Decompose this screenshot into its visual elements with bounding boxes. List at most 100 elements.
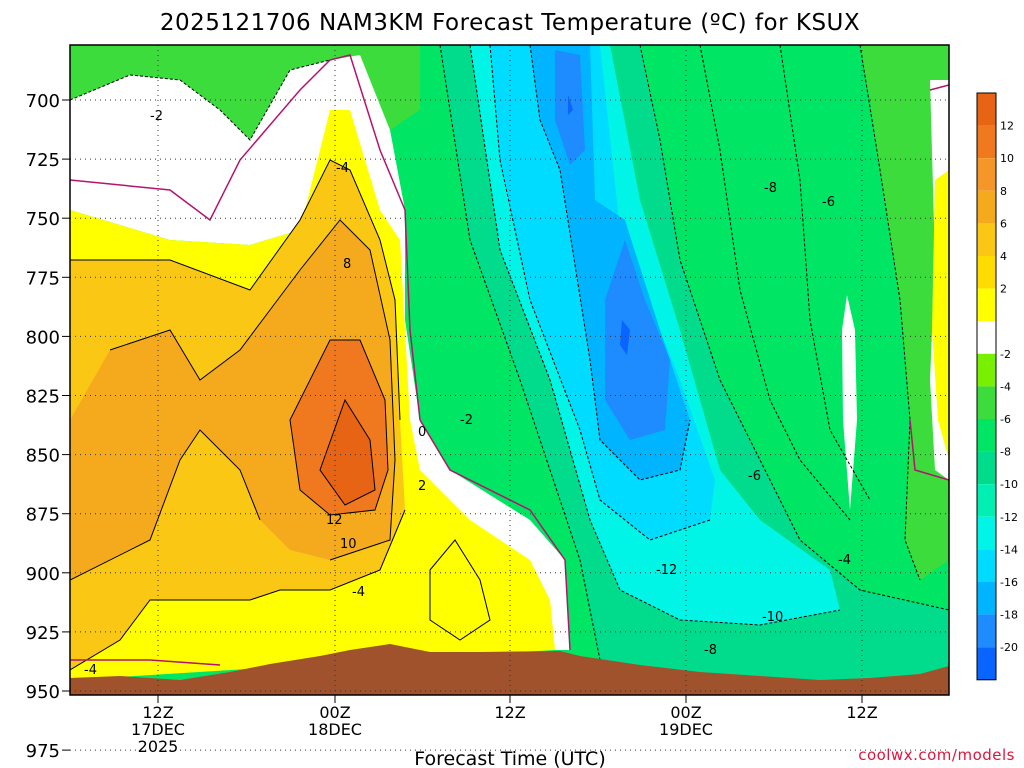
contour-lines [70, 159, 491, 671]
zero-contour [419, 419, 571, 651]
terrain-fill [70, 644, 949, 695]
colorbar-label: 10 [1000, 152, 1014, 165]
x-tick-label: 18DEC [308, 720, 362, 739]
y-tick-label: 975 [26, 741, 60, 762]
gridlines [70, 45, 949, 751]
colorbar-cell [977, 647, 996, 680]
y-tick-label: 825 [26, 387, 60, 408]
colorbar-label: 8 [1000, 185, 1007, 198]
colorbar-cell [977, 223, 996, 256]
contour-line [289, 339, 389, 516]
colorbar-cell [977, 158, 996, 191]
zero-contour [909, 84, 949, 481]
contour-label: -6 [748, 469, 761, 484]
colorbar-cell [977, 484, 996, 517]
contour-label: 8 [343, 257, 351, 272]
colorbar-label: -6 [1000, 413, 1011, 426]
plot-area: -2 -4 8 0 -2 2 12 10 -4 -4 -8 -6 -6 -12 … [70, 45, 949, 695]
contour-label-group: -2 -4 8 0 -2 2 12 10 -4 -4 -8 -6 -6 -12 … [84, 109, 851, 678]
credit-text: coolwx.com/models [858, 746, 1015, 764]
fill-region-right-green [860, 45, 949, 580]
y-tick-label: 750 [26, 209, 60, 230]
x-axis-label: Forecast Time (UTC) [414, 748, 605, 768]
chart-title: 2025121706 NAM3KM Forecast Temperature (… [160, 10, 860, 36]
contour-label: 10 [340, 537, 357, 552]
colorbar-label: -16 [1000, 576, 1018, 589]
contour-label: -4 [352, 585, 365, 600]
fill-region-right-yellow [932, 170, 949, 460]
colorbar-label: 4 [1000, 250, 1007, 263]
colorbar-label: -4 [1000, 380, 1011, 393]
zero-contour [70, 659, 221, 666]
x-tick-label: 17DEC [131, 720, 185, 739]
colorbar-cell [977, 190, 996, 224]
contour-line [699, 45, 851, 521]
colorbar-label: -2 [1000, 348, 1011, 361]
contour-line [70, 59, 331, 141]
y-tick-label: 950 [26, 682, 60, 703]
contour-label: -4 [838, 553, 851, 568]
x-tick-label: 12Z [494, 703, 525, 722]
contour-label: -2 [150, 109, 163, 124]
colorbar-cell [977, 549, 996, 582]
colorbar-cell [977, 125, 996, 159]
contour-line [429, 539, 491, 641]
colorbar-cell [977, 256, 996, 289]
y-tick-label: 725 [26, 150, 60, 171]
contour-line [859, 45, 921, 581]
colorbar-label: -10 [1000, 478, 1018, 491]
contour-line [319, 398, 376, 506]
colorbar-label: -14 [1000, 543, 1018, 556]
contour-line [469, 45, 841, 626]
colorbar-cell [977, 386, 996, 419]
contour-label: 0 [418, 425, 426, 440]
fill-region-minus2-upper [70, 45, 420, 140]
x-tick-label: 12Z [142, 703, 173, 722]
colorbar-label: -8 [1000, 446, 1011, 459]
contour-line [439, 45, 601, 661]
contour-line [70, 429, 261, 581]
contour-label: -10 [762, 610, 783, 625]
x-tick-label: 19DEC [659, 720, 713, 739]
zero-contour-lines [70, 54, 949, 666]
y-tick-label: 900 [26, 564, 60, 585]
contour-label: -12 [656, 563, 677, 578]
fill-region-minus18 [555, 50, 670, 440]
fill-region-white-lens [842, 295, 857, 510]
contour-line [639, 45, 949, 611]
colorbar-cell [977, 353, 996, 387]
contour-line [779, 45, 871, 501]
colorbar: 12 10 8 6 4 2 -2 -4 -6 -8 -10 -12 -14 -16 -18 -20 [976, 92, 1018, 681]
colorbar-cell [977, 321, 996, 354]
contour-line [109, 219, 396, 561]
colorbar-cell [977, 614, 996, 648]
contour-label: -8 [704, 643, 717, 658]
contour-label: -6 [822, 195, 835, 210]
colorbar-cell [977, 93, 996, 126]
contour-label: 12 [326, 513, 343, 528]
colorbar-label: 2 [1000, 283, 1007, 296]
y-tick-label: 800 [26, 327, 60, 348]
colorbar-label: 12 [1000, 120, 1014, 133]
dashed-contour-lines [70, 45, 949, 661]
contour-label: -8 [764, 181, 777, 196]
contour-label: -2 [460, 413, 473, 428]
contour-label: -4 [84, 663, 97, 678]
y-tick-label: 875 [26, 505, 60, 526]
colorbar-cell [977, 582, 996, 615]
fill-region-minus20 [568, 95, 630, 355]
colorbar-cell [977, 516, 996, 550]
y-tick-label: 775 [26, 268, 60, 289]
colorbar-label: 6 [1000, 217, 1007, 230]
contour-label: 2 [418, 479, 426, 494]
x-tick-label: 00Z [319, 703, 350, 722]
contour-line [70, 159, 401, 421]
zero-contour [70, 54, 421, 421]
y-axis: 700 725 750 775 800 825 850 875 900 925 950 975 [26, 91, 70, 762]
x-tick-label: 12Z [846, 703, 877, 722]
y-tick-label: 925 [26, 623, 60, 644]
contour-label: -4 [336, 161, 349, 176]
y-tick-label: 700 [26, 91, 60, 112]
